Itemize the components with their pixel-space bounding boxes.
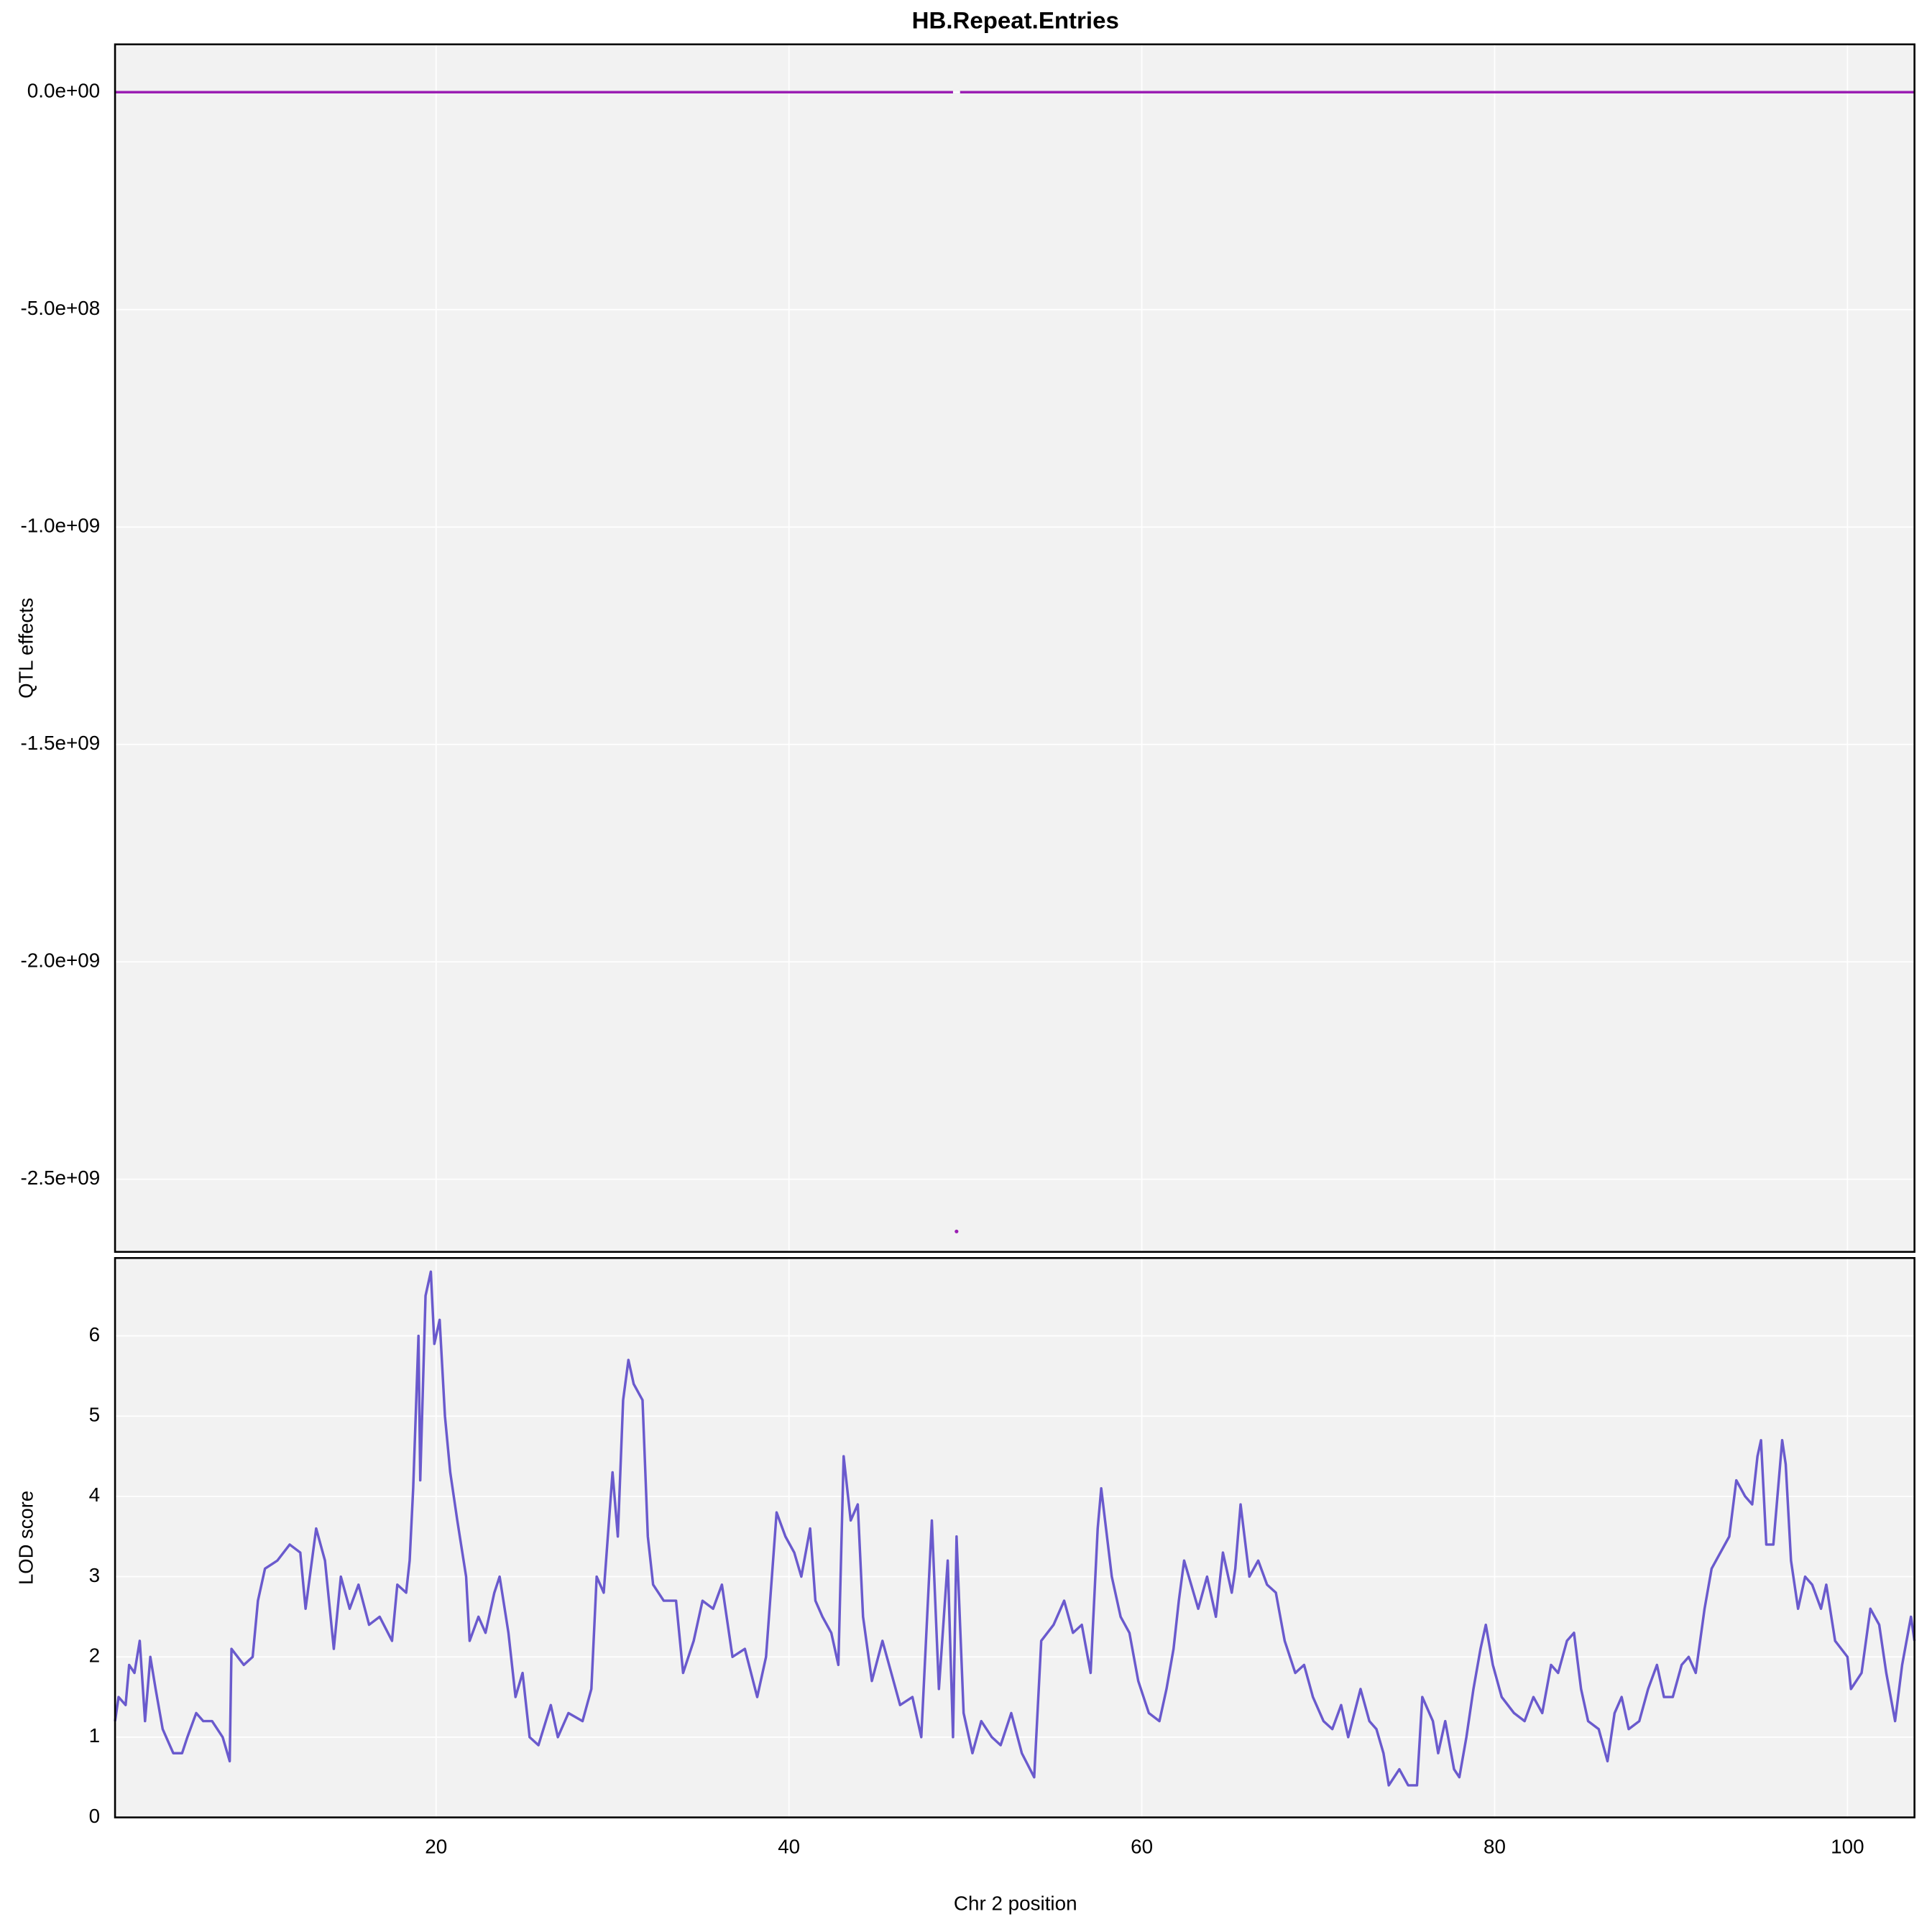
y-tick-label: -2.5e+09 [21, 1167, 101, 1189]
y-tick-label: -1.5e+09 [21, 732, 101, 754]
y-tick-label: 1 [89, 1724, 100, 1747]
y-tick-label: 6 [89, 1323, 100, 1346]
y-tick-label: 4 [89, 1484, 100, 1506]
y-tick-label: 2 [89, 1644, 100, 1667]
x-axis-title: Chr 2 position [954, 1892, 1077, 1915]
plot-background [115, 1258, 1915, 1818]
y-tick-label: 0 [89, 1805, 100, 1827]
chart-title: HB.Repeat.Entries [912, 7, 1119, 34]
y-tick-label: -1.0e+09 [21, 515, 101, 537]
y-tick-label: -5.0e+08 [21, 297, 101, 319]
x-tick-label: 80 [1484, 1836, 1506, 1858]
y-tick-label: -2.0e+09 [21, 949, 101, 972]
x-tick-label: 40 [778, 1836, 800, 1858]
x-tick-label: 20 [425, 1836, 447, 1858]
x-tick-label: 60 [1131, 1836, 1153, 1858]
plot-border [114, 43, 1915, 1253]
y-tick-label: 0.0e+00 [27, 80, 100, 102]
y-axis-title: QTL effects [14, 598, 37, 699]
x-tick-label: 100 [1831, 1836, 1864, 1858]
line [114, 1270, 1916, 1787]
plot-background [115, 44, 1915, 1252]
plot-border [114, 1256, 1915, 1818]
y-axis-title: LOD score [14, 1491, 37, 1585]
point [954, 1229, 959, 1233]
y-tick-label: 3 [89, 1564, 100, 1586]
y-tick-label: 5 [89, 1404, 100, 1426]
